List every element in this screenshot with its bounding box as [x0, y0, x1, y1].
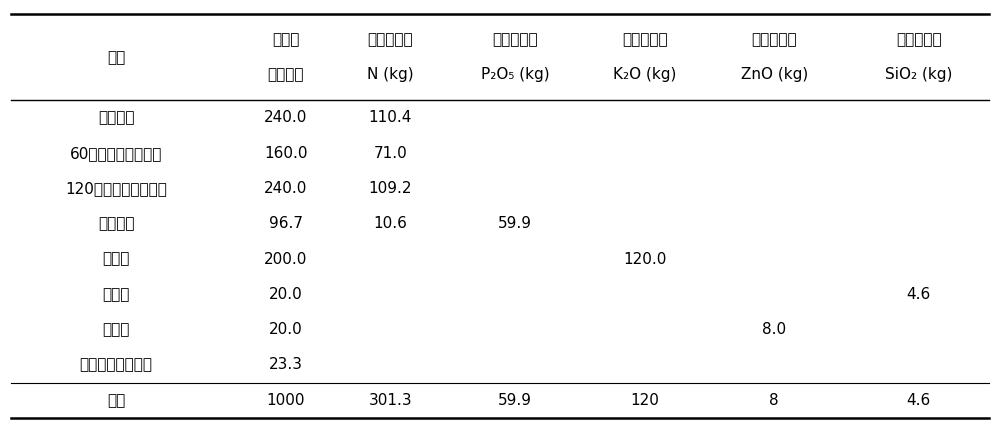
Text: 8.0: 8.0	[762, 322, 786, 337]
Text: SiO₂ (kg): SiO₂ (kg)	[885, 67, 953, 82]
Text: 240.0: 240.0	[264, 110, 307, 126]
Text: 96.7: 96.7	[269, 216, 303, 231]
Text: 20.0: 20.0	[269, 287, 302, 302]
Text: 硅（公斤）: 硅（公斤）	[896, 32, 942, 48]
Text: N (kg): N (kg)	[367, 67, 414, 82]
Text: 120: 120	[630, 393, 659, 408]
Text: 1000: 1000	[266, 393, 305, 408]
Text: K₂O (kg): K₂O (kg)	[613, 67, 676, 82]
Text: 110.4: 110.4	[369, 110, 412, 126]
Text: 氮（公斤）: 氮（公斤）	[367, 32, 413, 48]
Text: 71.0: 71.0	[373, 146, 407, 161]
Text: 总量: 总量	[107, 393, 125, 408]
Text: 59.9: 59.9	[498, 216, 532, 231]
Text: 109.2: 109.2	[369, 181, 412, 196]
Text: 240.0: 240.0	[264, 181, 307, 196]
Text: 钾（公斤）: 钾（公斤）	[622, 32, 667, 48]
Text: 120.0: 120.0	[623, 252, 666, 267]
Text: P₂O₅ (kg): P₂O₅ (kg)	[481, 67, 549, 82]
Text: 301.3: 301.3	[368, 393, 412, 408]
Text: 200.0: 200.0	[264, 252, 307, 267]
Text: 59.9: 59.9	[498, 393, 532, 408]
Text: ZnO (kg): ZnO (kg)	[741, 67, 808, 82]
Text: 23.3: 23.3	[269, 357, 303, 372]
Text: 磷酸一铵: 磷酸一铵	[98, 216, 134, 231]
Text: 硅酸钠: 硅酸钠	[102, 287, 130, 302]
Text: 填充物（膨润土）: 填充物（膨润土）	[80, 357, 153, 372]
Text: 4.6: 4.6	[907, 287, 931, 302]
Text: 锌（公斤）: 锌（公斤）	[751, 32, 797, 48]
Text: 磷（公斤）: 磷（公斤）	[492, 32, 538, 48]
Text: 120天聚氨酯包膜尿素: 120天聚氨酯包膜尿素	[65, 181, 167, 196]
Text: 常规尿素: 常规尿素	[98, 110, 134, 126]
Text: 10.6: 10.6	[373, 216, 407, 231]
Text: 硫酸锌: 硫酸锌	[102, 322, 130, 337]
Text: 氯化钾: 氯化钾	[102, 252, 130, 267]
Text: 实物量: 实物量	[272, 32, 299, 48]
Text: 8: 8	[769, 393, 779, 408]
Text: 160.0: 160.0	[264, 146, 307, 161]
Text: （公斤）: （公斤）	[267, 67, 304, 82]
Text: 4.6: 4.6	[907, 393, 931, 408]
Text: 60天聚氨酯包膜尿素: 60天聚氨酯包膜尿素	[70, 146, 162, 161]
Text: 原料: 原料	[107, 50, 125, 65]
Text: 20.0: 20.0	[269, 322, 302, 337]
